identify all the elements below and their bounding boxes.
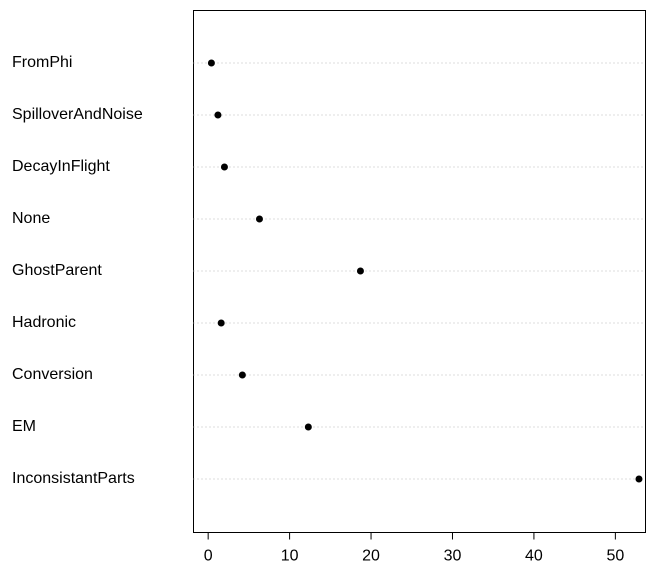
category-label: FromPhi bbox=[12, 54, 72, 71]
x-tick-label: 10 bbox=[281, 548, 299, 565]
dot bbox=[220, 163, 228, 171]
dot bbox=[356, 267, 364, 275]
category-label: InconsistantParts bbox=[12, 470, 135, 487]
dot bbox=[238, 371, 246, 379]
dot bbox=[255, 215, 263, 223]
x-tick-label: 20 bbox=[362, 548, 380, 565]
x-tick-label: 40 bbox=[525, 548, 543, 565]
category-label: GhostParent bbox=[12, 262, 102, 279]
category-label: EM bbox=[12, 418, 36, 435]
x-tick-label: 0 bbox=[204, 548, 213, 565]
category-label: DecayInFlight bbox=[12, 158, 110, 175]
x-tick-label: 30 bbox=[444, 548, 462, 565]
dot bbox=[635, 475, 643, 483]
dot bbox=[217, 319, 225, 327]
category-label: Conversion bbox=[12, 366, 93, 383]
category-label: None bbox=[12, 210, 50, 227]
category-label: Hadronic bbox=[12, 314, 76, 331]
dot bbox=[207, 59, 215, 67]
x-tick-label: 50 bbox=[606, 548, 624, 565]
dot bbox=[214, 111, 222, 119]
category-label: SpilloverAndNoise bbox=[12, 106, 143, 123]
dot bbox=[304, 423, 312, 431]
